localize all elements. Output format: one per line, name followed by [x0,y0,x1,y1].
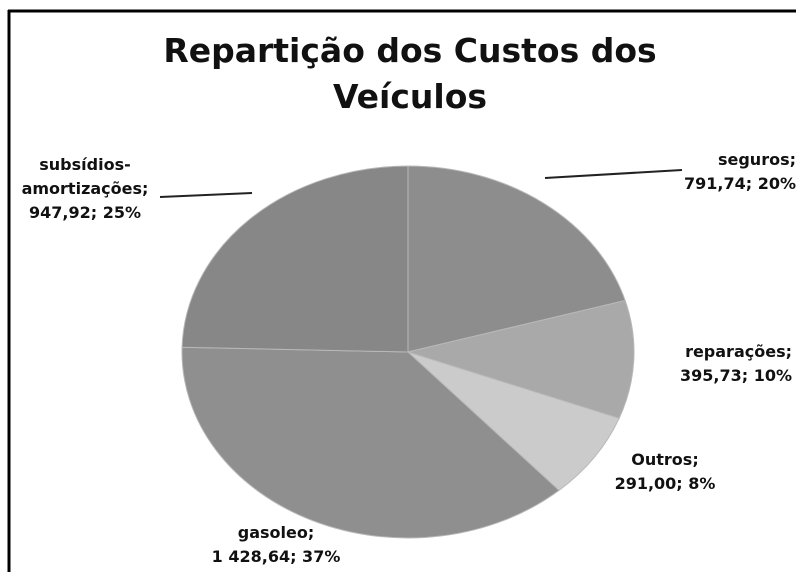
data-label: seguros; 791,74; 20% [600,148,796,196]
category-label: Outros; [631,450,699,469]
value-label: 791,74; 20% [683,174,796,193]
value-label: 947,92; 25% [28,203,141,222]
pie [181,165,635,539]
leader-line [544,169,683,179]
pie-slice [181,346,560,539]
leader-line [159,192,253,198]
data-label: reparações; 395,73; 10% [626,340,792,388]
pie-slice [181,165,409,353]
value-label: 395,73; 10% [679,366,792,385]
pie-slice [407,165,626,353]
pie-slice [406,299,635,419]
category-label: subsídios-amortizações; [21,155,149,198]
value-label: 291,00; 8% [614,474,716,493]
data-label: subsídios-amortizações; 947,92; 25% [10,153,160,225]
category-label: gasoleo; [237,523,315,542]
pie-slice [407,351,620,492]
category-label: reparações; [685,342,792,361]
category-label: seguros; [717,150,796,169]
value-label: 1 428,64; 37% [211,547,341,566]
data-label: gasoleo; 1 428,64; 37% [186,521,366,569]
data-label: Outros; 291,00; 8% [590,448,740,496]
chart-title: Repartição dos Custos dos Veículos [163,31,657,116]
